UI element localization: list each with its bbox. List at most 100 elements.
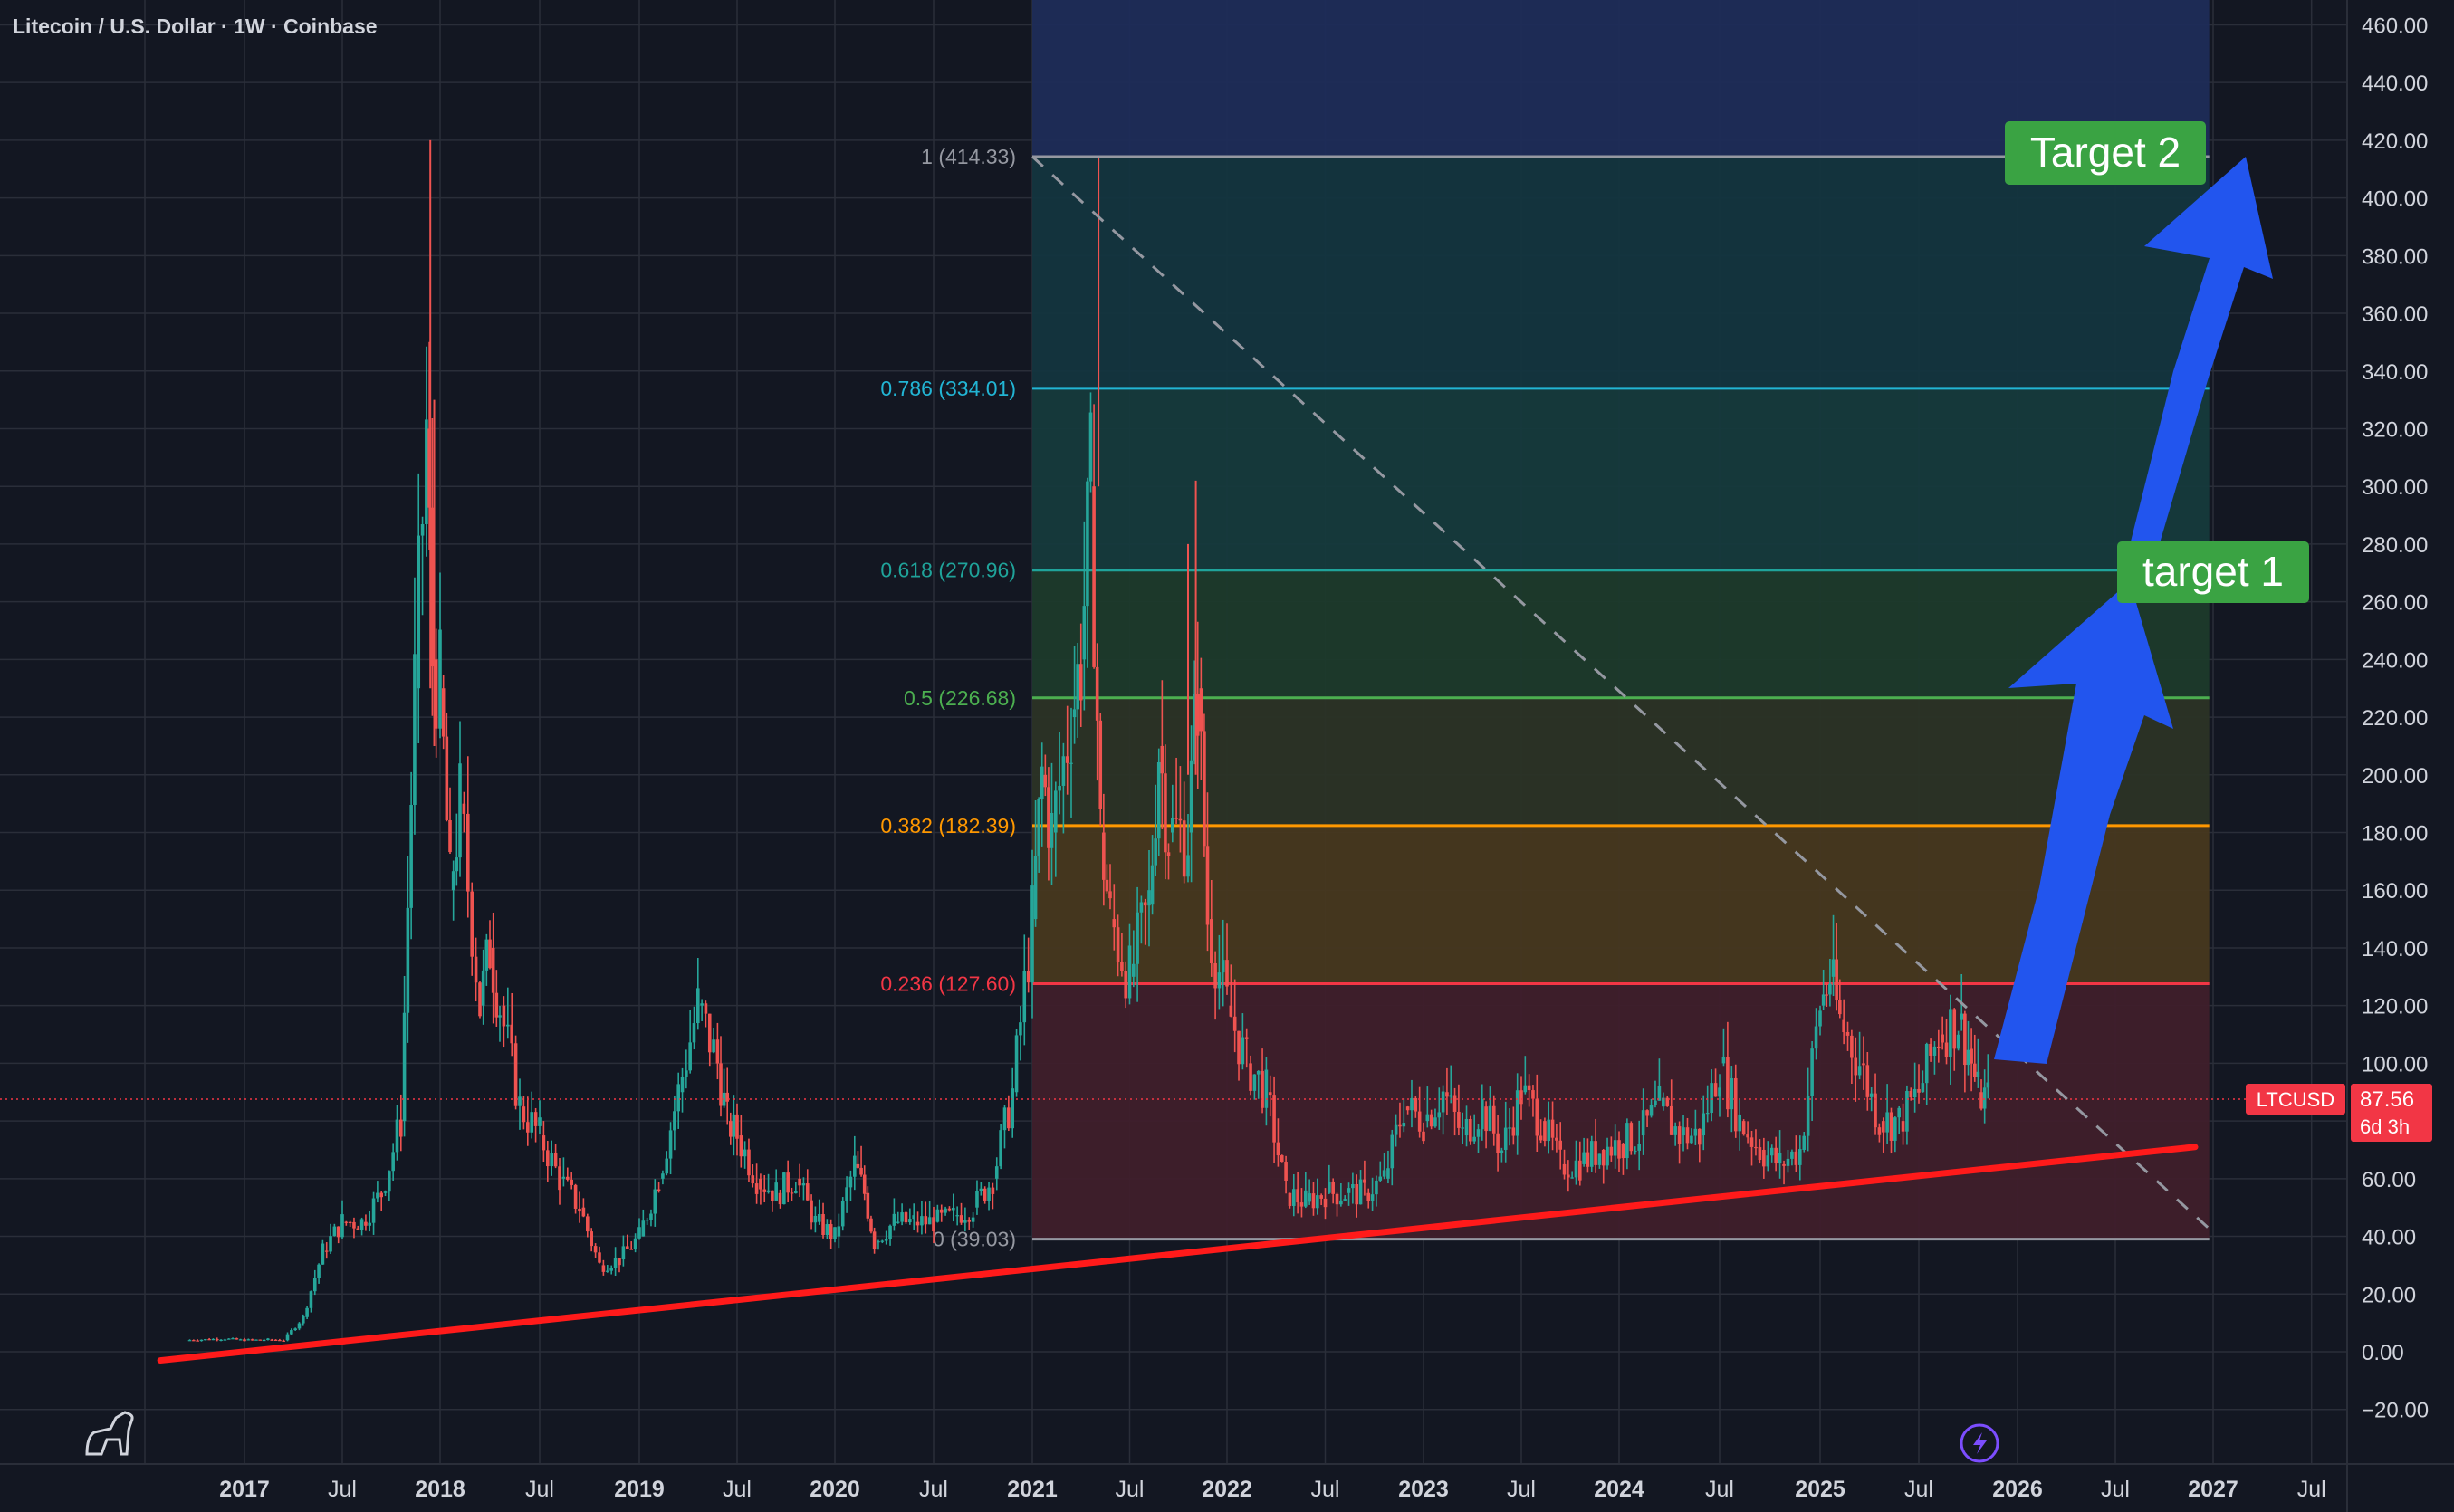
candle-body [1825, 994, 1829, 996]
time-axis-tick: 2019 [614, 1477, 665, 1502]
candle-body [243, 1339, 246, 1342]
time-axis-tick: Jul [2101, 1477, 2130, 1502]
lightning-icon-ring [1960, 1423, 1999, 1463]
price-axis-tick: 320.00 [2362, 417, 2428, 442]
candle-body [837, 1226, 841, 1237]
candle-body [1445, 1092, 1449, 1097]
candle-body [920, 1216, 924, 1226]
candle-body [1798, 1149, 1802, 1165]
time-axis-tick: Jul [525, 1477, 554, 1502]
candle-body [1654, 1100, 1657, 1105]
candle-body [1730, 1077, 1734, 1110]
candle-body [402, 1012, 407, 1122]
candle-body [409, 805, 413, 908]
candle-body [735, 1114, 739, 1139]
candle-body [1098, 720, 1103, 809]
time-axis-tick: 2021 [1007, 1477, 1058, 1502]
candle-body [522, 1106, 526, 1123]
candle-body [336, 1226, 340, 1238]
candle-body [1617, 1140, 1621, 1159]
price-axis-tick: 100.00 [2362, 1052, 2428, 1077]
candle-body [912, 1215, 915, 1220]
candle-body [1078, 664, 1083, 701]
candle-body [952, 1207, 955, 1211]
candle-body [1186, 855, 1190, 877]
fib-zone [1032, 569, 2210, 698]
candle-body [1539, 1135, 1543, 1141]
candle-body [829, 1224, 833, 1239]
candle-body [270, 1339, 274, 1341]
candle-body [833, 1227, 837, 1239]
candle-body [754, 1183, 759, 1194]
time-axis-tick: Jul [1904, 1477, 1933, 1502]
candle-body [869, 1218, 873, 1232]
candle-body [192, 1340, 196, 1342]
candle-body [719, 1063, 723, 1106]
candle-body [278, 1340, 282, 1342]
candle-body [305, 1307, 309, 1317]
candle-body [1284, 1162, 1288, 1181]
time-axis-tick: 2023 [1398, 1477, 1449, 1502]
candle-body [1058, 785, 1061, 791]
candle-body [939, 1209, 944, 1213]
candle-body [1941, 1034, 1944, 1043]
candle-body [1150, 865, 1155, 905]
candle-body [609, 1268, 613, 1271]
price-badge [2351, 1084, 2432, 1143]
candle-body [491, 947, 495, 993]
candle-body [478, 982, 482, 1017]
candle-body [484, 939, 489, 971]
candle-body [1786, 1158, 1790, 1166]
candle-body [1976, 1071, 1980, 1077]
candle-body [1452, 1095, 1457, 1112]
candle-body [238, 1339, 243, 1341]
candle-body [1669, 1105, 1673, 1135]
candle-body [1721, 1057, 1726, 1064]
candle-body [1014, 1035, 1019, 1093]
candle-body [1268, 1092, 1272, 1096]
candle-body [1762, 1149, 1766, 1167]
candle-body [626, 1246, 629, 1249]
candle-body [1437, 1112, 1442, 1118]
candle-body [1562, 1163, 1567, 1175]
candle-body [1629, 1123, 1634, 1152]
candle-body [1921, 1083, 1925, 1093]
candle-body [1050, 812, 1054, 848]
candle-body [904, 1212, 908, 1223]
candle-body [1633, 1150, 1637, 1153]
candle-body [445, 736, 449, 820]
candle-body [766, 1190, 771, 1192]
candle-body [1405, 1106, 1410, 1111]
fib-zone [1032, 388, 2210, 570]
candle-body [1229, 1005, 1233, 1017]
candle-body [880, 1240, 885, 1242]
candle-body [1363, 1179, 1366, 1183]
chart-title: Litecoin / U.S. Dollar · 1W · Coinbase [13, 14, 378, 38]
candle-body [1547, 1119, 1551, 1142]
candle-body [1143, 902, 1147, 906]
candle-body [1002, 1107, 1007, 1131]
candle-body [1613, 1140, 1617, 1156]
time-axis-tick: 2026 [1992, 1477, 2043, 1502]
candle-body [1069, 762, 1073, 764]
candle-body [1738, 1114, 1741, 1132]
candle-body [1862, 1063, 1865, 1066]
candle-body [1472, 1136, 1476, 1142]
candle-body [1710, 1083, 1713, 1114]
candle-body [226, 1338, 231, 1340]
target2-label: Target 2 [2005, 121, 2206, 185]
candle-body [892, 1213, 896, 1226]
candle-body [1358, 1179, 1363, 1205]
candle-body [290, 1330, 293, 1335]
candle-body [1366, 1192, 1371, 1201]
candle-body [1665, 1097, 1670, 1106]
candle-body [653, 1189, 657, 1214]
candle-body [1347, 1188, 1351, 1193]
candle-body [991, 1187, 995, 1194]
target2-label-text: Target 2 [2030, 129, 2181, 176]
candle-body [488, 939, 492, 969]
candle-body [481, 970, 485, 1006]
candle-body [1331, 1181, 1335, 1194]
